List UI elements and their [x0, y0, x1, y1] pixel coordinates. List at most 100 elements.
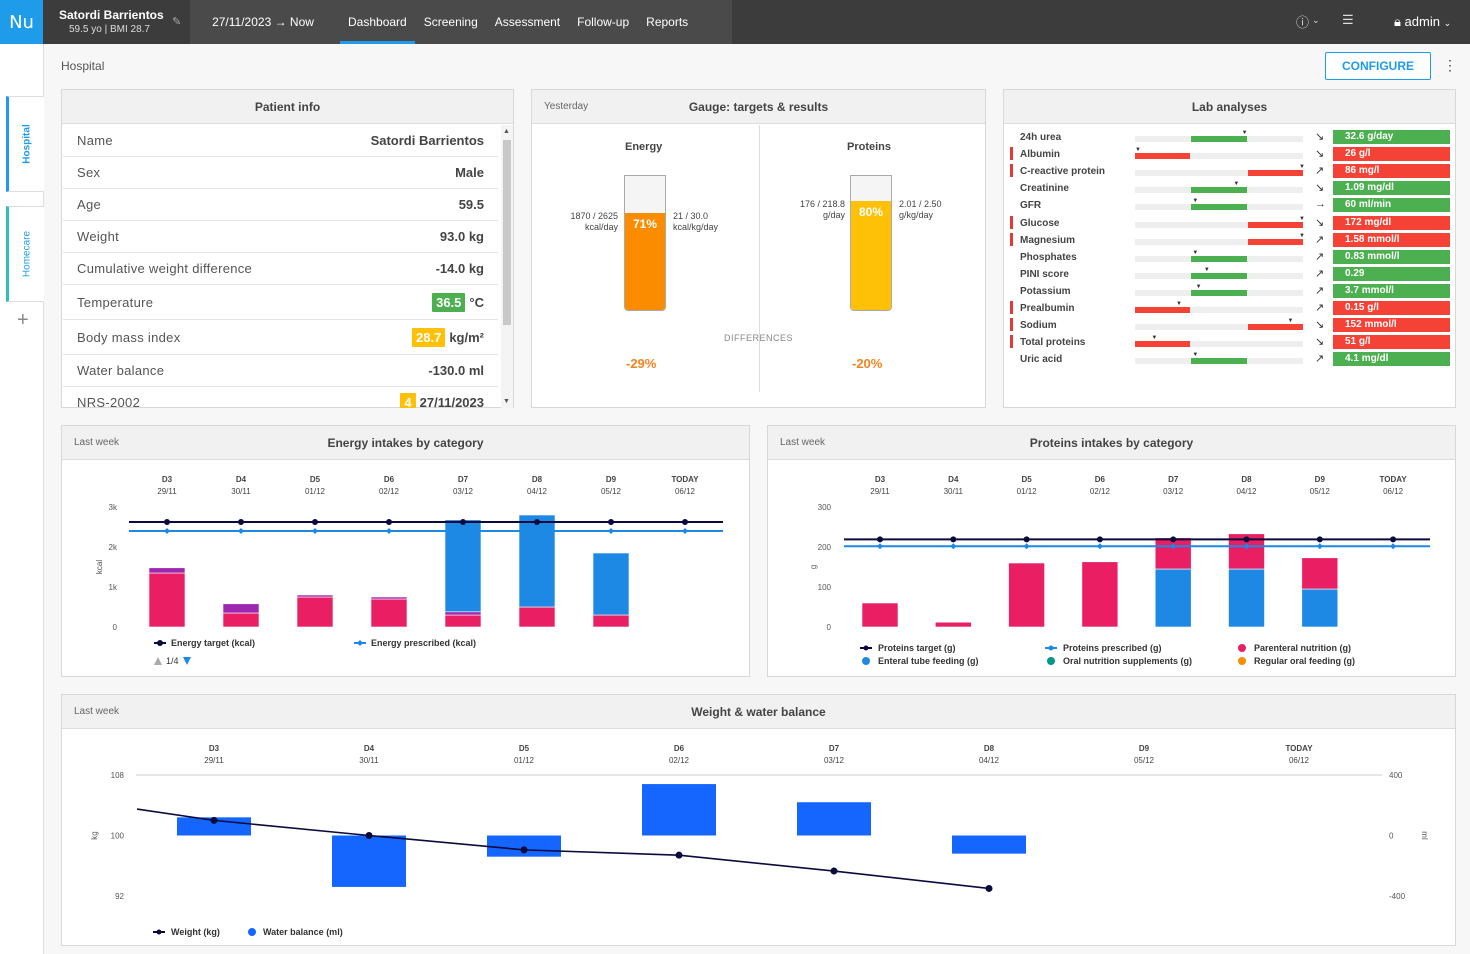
page-up-icon[interactable] [154, 657, 162, 665]
prescribed-point[interactable] [1316, 543, 1323, 550]
prescribed-point[interactable] [386, 528, 392, 534]
stack-bar-parenteral-nutrition[interactable] [370, 598, 408, 628]
page-down-icon[interactable] [183, 657, 191, 665]
weight-point[interactable] [830, 867, 838, 875]
legend-label[interactable]: Energy prescribed (kcal) [371, 638, 476, 648]
nav-tab-followup[interactable]: Follow-up [577, 15, 630, 29]
stack-bar-enteral-tube-feeding-g-[interactable] [1154, 568, 1192, 628]
target-point[interactable] [386, 519, 392, 525]
prescribed-point[interactable] [1390, 543, 1397, 550]
stack-bar-parenteral-nutrition[interactable] [148, 572, 186, 628]
prescribed-point[interactable] [1096, 543, 1103, 550]
target-point[interactable] [682, 519, 688, 525]
stack-bar-enteral-tube-feeding-g-[interactable] [1228, 568, 1265, 628]
legend-label[interactable]: Energy target (kcal) [171, 638, 255, 648]
target-point[interactable] [1023, 536, 1030, 543]
stack-bar-oral-nutrition-supplements[interactable] [296, 594, 334, 598]
prescribed-point[interactable] [312, 528, 318, 534]
nav-tab-dashboard[interactable]: Dashboard [340, 0, 415, 44]
prescribed-point[interactable] [682, 528, 688, 534]
stack-bar-parenteral-nutrition[interactable] [296, 596, 334, 628]
more-options-icon[interactable]: ⋮ [1443, 57, 1457, 73]
stack-bar-oral-nutrition-supplements[interactable] [444, 611, 482, 616]
stack-bar-parenteral-nutrition-g-[interactable] [1081, 561, 1119, 628]
prescribed-point[interactable] [950, 543, 957, 550]
stack-bar-oral-nutrition-supplements[interactable] [148, 567, 186, 574]
weight-point[interactable] [520, 846, 528, 854]
legend-label[interactable]: Parenteral nutrition (g) [1254, 643, 1351, 653]
lab-row[interactable]: Creatinine ▼ ↘ 1.09 mg/dl [1004, 180, 1457, 197]
lab-row[interactable]: C-reactive protein ▼ ↗ 86 mg/l [1004, 163, 1457, 180]
target-point[interactable] [1170, 536, 1177, 543]
water-balance-bar[interactable] [797, 802, 871, 836]
stack-bar-parenteral-nutrition-g-[interactable] [1154, 537, 1192, 570]
stack-bar-parenteral-nutrition[interactable] [592, 614, 630, 628]
target-point[interactable] [534, 519, 540, 525]
target-point[interactable] [164, 519, 170, 525]
legend-label[interactable]: Weight (kg) [171, 927, 220, 937]
patient-name[interactable]: Satordi Barrientos [59, 8, 164, 22]
lab-row[interactable]: PINI score ▼ ↗ 0.29 [1004, 266, 1457, 283]
lab-row[interactable]: 24h urea ▼ ↘ 32.6 g/day [1004, 129, 1457, 146]
lab-row[interactable]: Sodium ▼ ↘ 152 mmol/l [1004, 317, 1457, 334]
target-point[interactable] [608, 519, 614, 525]
stack-bar-enteral-tube-feeding[interactable] [444, 519, 482, 613]
prescribed-point[interactable] [1170, 543, 1177, 550]
prescribed-point[interactable] [608, 528, 614, 534]
app-logo[interactable]: Nu [0, 0, 43, 44]
target-point[interactable] [460, 519, 466, 525]
lab-row[interactable]: Magnesium ▼ ↗ 1.58 mmol/l [1004, 232, 1457, 249]
nav-tab-screening[interactable]: Screening [423, 15, 478, 29]
water-balance-bar[interactable] [952, 835, 1026, 854]
stack-bar-parenteral-nutrition-g-[interactable] [861, 602, 899, 628]
lab-row[interactable]: Albumin ▼ ↘ 26 g/l [1004, 146, 1457, 163]
stack-bar-enteral-tube-feeding-g-[interactable] [1301, 588, 1339, 628]
nav-tab-reports[interactable]: Reports [646, 15, 689, 29]
water-balance-bar[interactable] [487, 835, 561, 857]
sidebar-tab-hospital[interactable]: Hospital [6, 96, 44, 192]
weight-point[interactable] [210, 816, 218, 824]
weight-point[interactable] [675, 851, 683, 859]
add-icon[interactable]: + [17, 309, 29, 331]
lab-row[interactable]: Prealbumin ▼ ↗ 0.15 g/l [1004, 300, 1457, 317]
info-icon[interactable]: ⓘ [1296, 15, 1310, 30]
target-point[interactable] [877, 536, 883, 543]
lab-row[interactable]: Phosphates ▼ ↗ 0.83 mmol/l [1004, 249, 1457, 266]
legend-label[interactable]: Enteral tube feeding (g) [878, 656, 979, 666]
weight-point[interactable] [985, 884, 993, 892]
legend-label[interactable]: Proteins prescribed (g) [1063, 643, 1162, 653]
target-point[interactable] [1390, 536, 1397, 543]
stack-bar-parenteral-nutrition-g-[interactable] [1008, 562, 1045, 628]
legend-label[interactable]: Regular oral feeding (g) [1254, 656, 1355, 666]
date-range[interactable]: 27/11/2023 → Now [190, 0, 336, 44]
legend-label[interactable]: Water balance (ml) [263, 927, 343, 937]
chevron-down-icon[interactable]: ⌄ [1312, 15, 1320, 25]
stack-bar-parenteral-nutrition[interactable] [444, 614, 482, 628]
stack-bar-oral-nutrition-supplements[interactable] [370, 596, 408, 600]
settings-sliders-icon[interactable]: ☰ [1342, 12, 1354, 27]
target-point[interactable] [950, 536, 957, 543]
scroll-up-icon[interactable]: ▲ [503, 128, 510, 135]
target-point[interactable] [312, 519, 318, 525]
stack-bar-parenteral-nutrition-g-[interactable] [1301, 557, 1339, 590]
scroll-down-icon[interactable]: ▼ [503, 398, 510, 405]
lab-row[interactable]: Uric acid ▼ ↗ 4.1 mg/dl [1004, 351, 1457, 368]
target-point[interactable] [1243, 536, 1250, 543]
water-balance-bar[interactable] [332, 835, 406, 887]
prescribed-point[interactable] [1243, 543, 1250, 550]
water-balance-bar[interactable] [642, 784, 716, 836]
nav-tab-assessment[interactable]: Assessment [494, 15, 561, 29]
target-point[interactable] [238, 519, 244, 525]
stack-bar-oral-nutrition-supplements[interactable] [222, 603, 260, 614]
scrollbar-thumb[interactable] [503, 140, 511, 325]
lab-row[interactable]: Glucose ▼ ↘ 172 mg/dl [1004, 215, 1457, 232]
prescribed-point[interactable] [877, 543, 883, 550]
target-point[interactable] [1096, 536, 1103, 543]
weight-point[interactable] [365, 832, 373, 839]
prescribed-point[interactable] [164, 528, 170, 534]
configure-button[interactable]: CONFIGURE [1325, 52, 1431, 80]
legend-label[interactable]: Oral nutrition supplements (g) [1063, 656, 1192, 666]
legend-label[interactable]: Proteins target (g) [878, 643, 956, 653]
prescribed-point[interactable] [460, 528, 466, 534]
stack-bar-enteral-tube-feeding[interactable] [592, 552, 630, 616]
